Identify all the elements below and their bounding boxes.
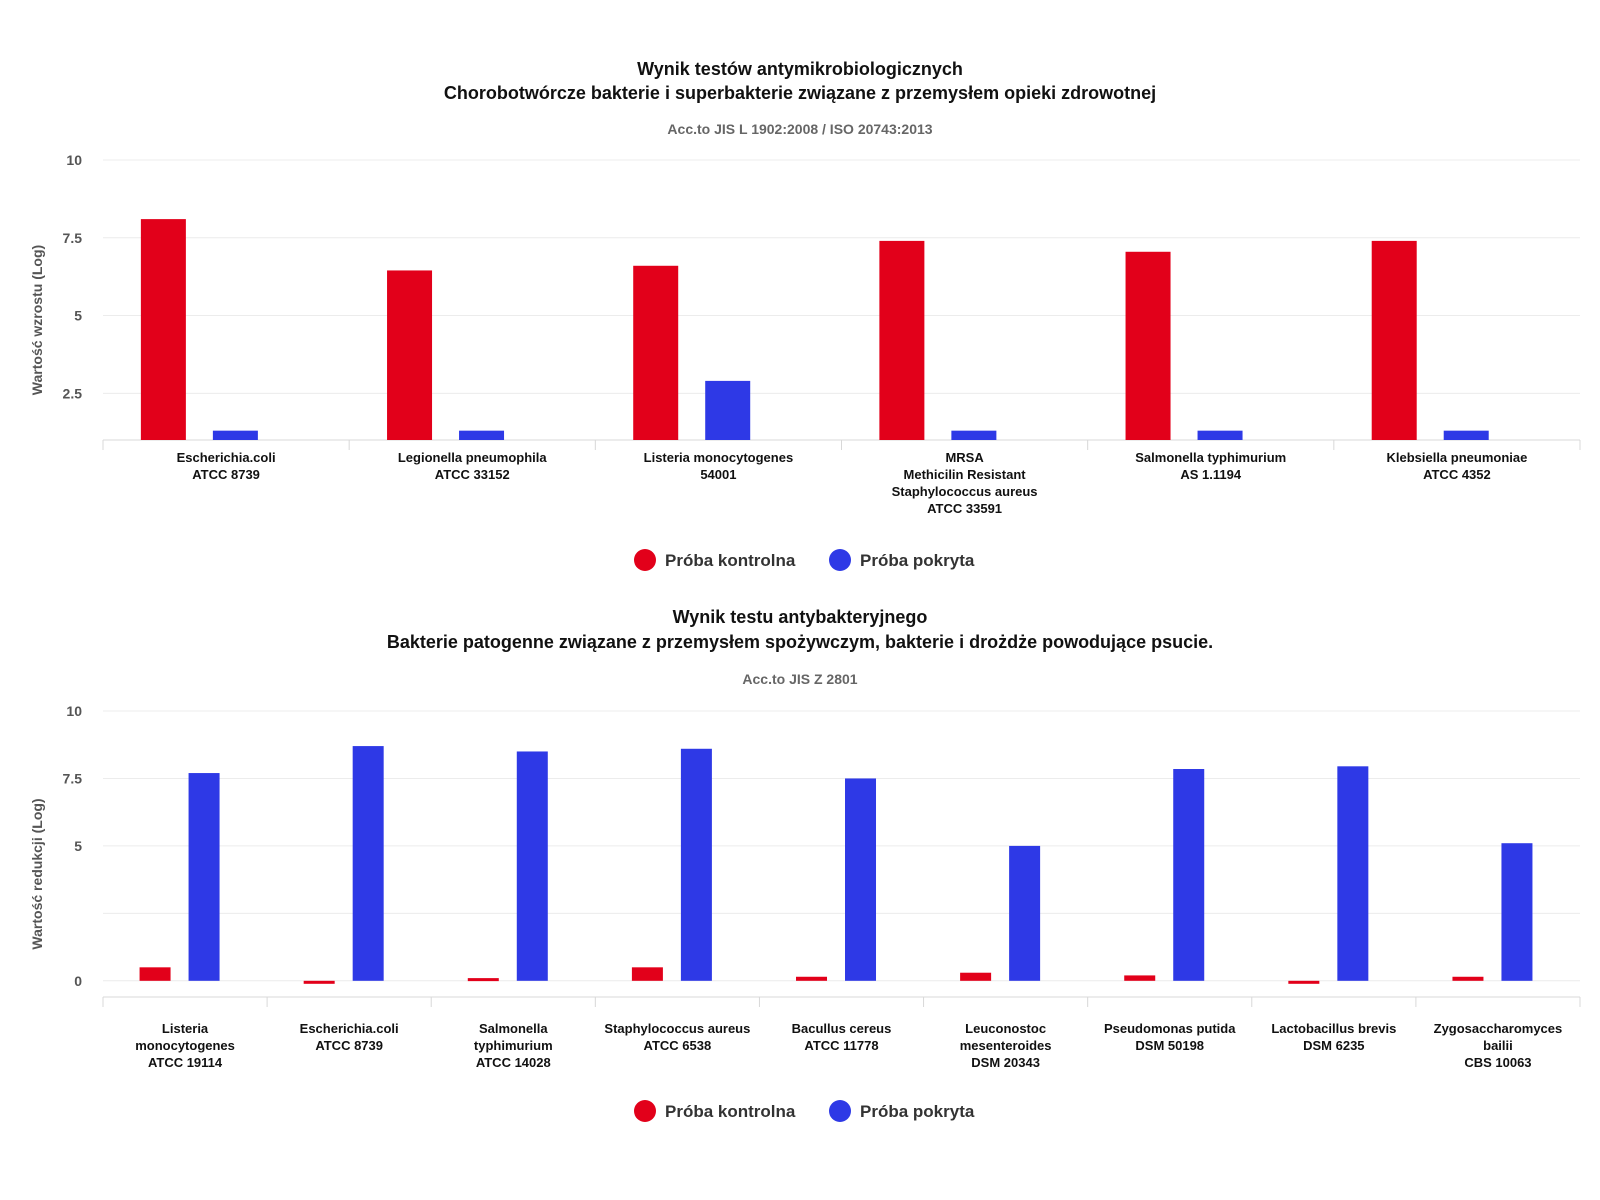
bar-control: [960, 972, 992, 981]
x-category-label: Pseudomonas putida: [1104, 1021, 1236, 1036]
x-category-label: Legionella pneumophila: [398, 450, 548, 465]
x-category-label: bailii: [1483, 1038, 1513, 1053]
x-category-label: CBS 10063: [1464, 1055, 1531, 1070]
x-category-label: ATCC 8739: [315, 1038, 383, 1053]
y-tick-label: 2.5: [63, 385, 83, 401]
y-axis-label: Wartość redukcji (Log): [29, 798, 45, 949]
chart-2: Wynik testu antybakteryjnego Bakterie pat…: [29, 607, 1581, 1122]
bar-coated: [459, 430, 505, 440]
legend-label: Próba kontrolna: [665, 551, 796, 570]
legend: Próba kontrolna Próba pokryta: [634, 549, 975, 571]
chart-title-line: Wynik testu antybakteryjnego: [673, 607, 928, 627]
x-category-label: Methicilin Resistant: [904, 467, 1027, 482]
bar-coated: [1173, 769, 1205, 981]
x-category-label: AS 1.1194: [1180, 467, 1241, 482]
x-category-label: DSM 6235: [1303, 1038, 1364, 1053]
legend-swatch-control: [634, 549, 656, 571]
y-tick-label: 0: [74, 973, 82, 989]
bar-control: [796, 976, 828, 981]
x-category-label: mesenteroides: [960, 1038, 1052, 1053]
x-category-label: monocytogenes: [135, 1038, 235, 1053]
bar-coated: [1337, 766, 1369, 981]
legend-swatch-control: [634, 1100, 656, 1122]
bar-control: [1452, 976, 1484, 981]
x-category-label: Zygosaccharomyces: [1434, 1021, 1563, 1036]
bar-coated: [352, 746, 384, 981]
x-category-label: Leuconostoc: [965, 1021, 1046, 1036]
bar-control: [1288, 980, 1320, 984]
y-tick-label: 10: [66, 703, 82, 719]
bar-control: [139, 967, 171, 981]
chart-title-line: Chorobotwórcze bakterie i superbakterie …: [444, 83, 1156, 103]
legend-swatch-coated: [829, 1100, 851, 1122]
bar-control: [1125, 251, 1171, 440]
bar-coated: [1197, 430, 1243, 440]
bar-control: [303, 980, 335, 984]
bar-coated: [1501, 843, 1533, 981]
x-category-label: Escherichia.coli: [300, 1021, 399, 1036]
y-tick-label: 5: [74, 838, 82, 854]
x-category-label: Salmonella typhimurium: [1135, 450, 1286, 465]
x-category-label: Listeria: [162, 1021, 209, 1036]
bar-control: [1371, 240, 1417, 440]
chart-title-line: Bakterie patogenne związane z przemysłem…: [387, 632, 1213, 652]
x-category-label: typhimurium: [474, 1038, 553, 1053]
legend-label: Próba pokryta: [860, 551, 975, 570]
bar-coated: [516, 751, 548, 981]
bar-control: [633, 265, 679, 440]
x-category-label: ATCC 6538: [644, 1038, 712, 1053]
chart-title-line: Wynik testów antymikrobiologicznych: [637, 59, 963, 79]
x-category-label: Klebsiella pneumoniae: [1386, 450, 1527, 465]
x-category-label: ATCC 11778: [804, 1038, 878, 1053]
x-category-label: Salmonella: [479, 1021, 548, 1036]
bar-control: [467, 978, 499, 982]
x-category-label: ATCC 33591: [927, 501, 1002, 516]
x-category-label: MRSA: [945, 450, 984, 465]
y-tick-label: 10: [66, 152, 82, 168]
bar-control: [631, 967, 663, 981]
bar-control: [879, 240, 925, 440]
x-category-label: Bacullus cereus: [792, 1021, 892, 1036]
x-category-label: ATCC 33152: [435, 467, 510, 482]
legend-swatch-coated: [829, 549, 851, 571]
chart-subtitle: Acc.to JIS Z 2801: [742, 671, 857, 687]
x-category-label: DSM 50198: [1135, 1038, 1204, 1053]
chart-subtitle: Acc.to JIS L 1902:2008 / ISO 20743:2013: [667, 121, 932, 137]
x-category-label: ATCC 8739: [192, 467, 260, 482]
bar-coated: [705, 380, 751, 440]
x-category-label: ATCC 19114: [148, 1055, 223, 1070]
bar-control: [1124, 975, 1156, 981]
x-category-label: Escherichia.coli: [177, 450, 276, 465]
y-tick-label: 5: [74, 308, 82, 324]
bar-coated: [845, 778, 877, 981]
x-category-label: Lactobacillus brevis: [1271, 1021, 1396, 1036]
legend-label: Próba kontrolna: [665, 1102, 796, 1121]
y-tick-label: 7.5: [63, 230, 83, 246]
y-axis-label: Wartość wzrostu (Log): [29, 245, 45, 395]
chart-1: Wynik testów antymikrobiologicznych Choro…: [29, 59, 1581, 571]
x-category-label: ATCC 14028: [476, 1055, 551, 1070]
x-category-label: 54001: [700, 467, 736, 482]
bar-coated: [680, 748, 712, 981]
bar-coated: [188, 773, 220, 981]
legend-label: Próba pokryta: [860, 1102, 975, 1121]
x-category-label: DSM 20343: [971, 1055, 1040, 1070]
y-tick-label: 7.5: [63, 770, 83, 786]
bar-coated: [1009, 845, 1041, 981]
x-category-label: ATCC 4352: [1423, 467, 1491, 482]
legend: Próba kontrolna Próba pokryta: [634, 1100, 975, 1122]
x-category-label: Staphylococcus aureus: [892, 484, 1038, 499]
bar-control: [387, 270, 433, 440]
bar-coated: [1443, 430, 1489, 440]
x-category-label: Staphylococcus aureus: [604, 1021, 750, 1036]
bar-coated: [212, 430, 258, 440]
x-category-label: Listeria monocytogenes: [644, 450, 794, 465]
bar-coated: [951, 430, 997, 440]
bar-control: [140, 219, 186, 440]
